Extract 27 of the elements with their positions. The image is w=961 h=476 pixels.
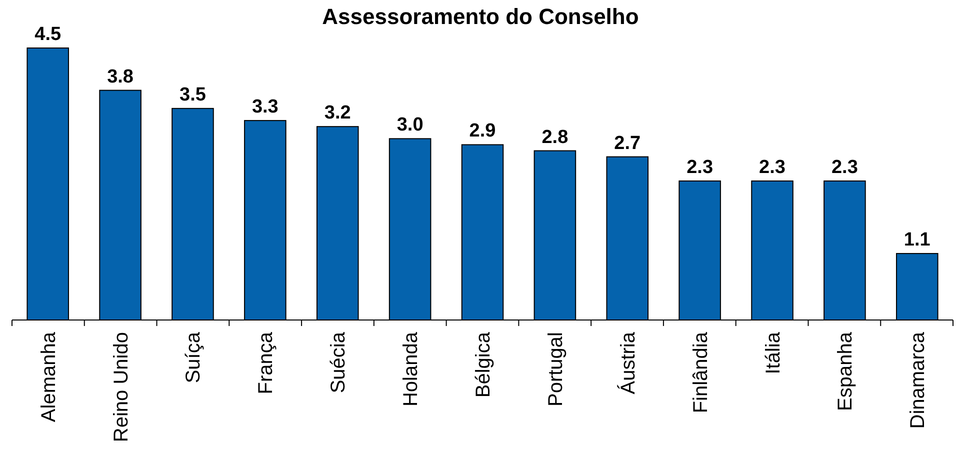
data-label: 2.7 [614, 132, 641, 154]
data-label: 3.3 [252, 96, 278, 118]
x-tick-label: Itália [762, 331, 784, 374]
data-label: 4.5 [34, 24, 62, 45]
x-tick-label: Portugal [544, 332, 567, 406]
x-tick-label: Finlândia [690, 331, 712, 414]
data-label: 3.8 [107, 66, 134, 88]
x-tick-label: Bélgica [472, 331, 494, 398]
x-tick-label: Dinamarca [907, 331, 930, 429]
x-tick-label: Holanda [400, 331, 422, 407]
x-tick-label: França [255, 331, 278, 394]
data-label: 2.8 [542, 126, 568, 148]
data-label: 1.1 [904, 230, 931, 251]
x-tick-label: Espanha [834, 331, 857, 411]
data-label: 2.3 [686, 156, 714, 178]
x-tick-label: Suécia [328, 331, 350, 394]
x-tick-label: Áustria [616, 331, 640, 394]
x-tick-label: Suíça [182, 331, 205, 384]
x-tick-label: Reino Unido [110, 332, 132, 442]
data-label: 2.3 [759, 156, 786, 178]
data-label: 2.9 [469, 120, 496, 142]
data-label: 3.2 [324, 102, 351, 124]
data-label: 3.5 [180, 84, 206, 106]
data-label: 3.0 [396, 114, 424, 136]
x-tick-label: Alemanha [38, 331, 60, 422]
data-label: 2.3 [831, 156, 858, 178]
chart-title: Assessoramento do Conselho [322, 4, 639, 29]
